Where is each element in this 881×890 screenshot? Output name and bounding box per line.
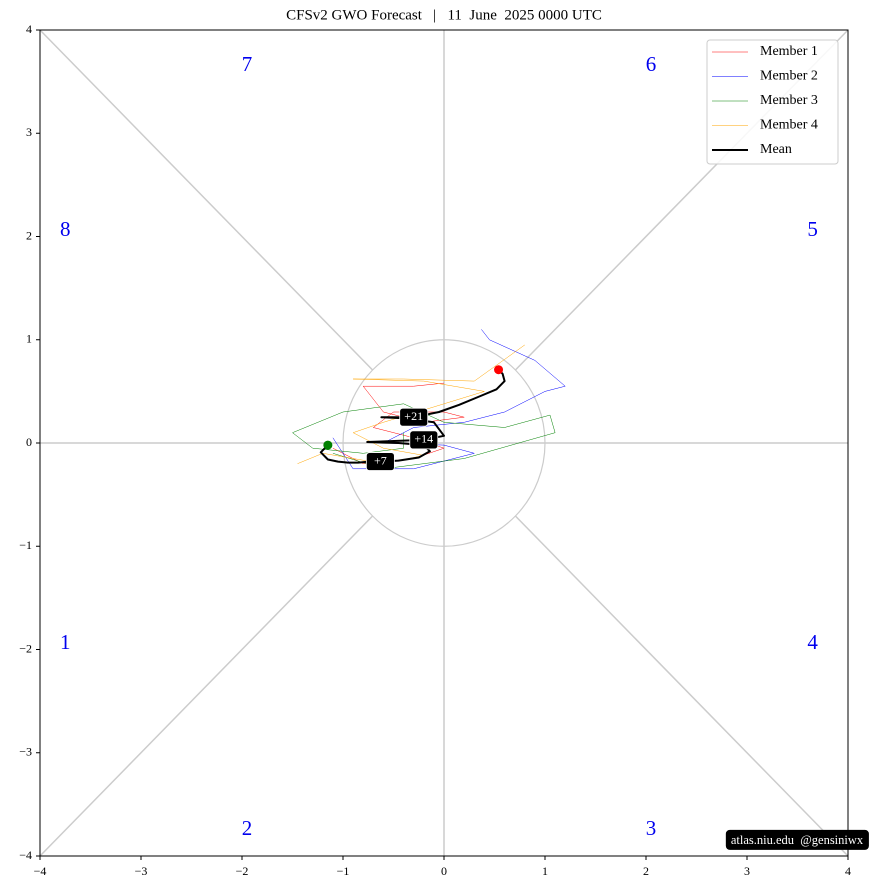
y-tick-label: −1 [19,538,32,552]
x-tick-label: −1 [337,864,350,878]
annotation: +7 [374,453,387,467]
legend-box [706,39,839,165]
legend-label: Member 3 [760,93,818,108]
series-line [332,329,566,470]
credit-box [725,829,869,850]
phase-label: 4 [807,630,818,654]
legend-label: Member 2 [760,69,818,84]
phase-label: 6 [646,52,657,76]
phase-divider [39,29,374,371]
unit-circle [342,339,546,547]
x-tick-label: 1 [542,864,548,878]
start-point [323,440,333,450]
chart-title: CFSv2 GWO Forecast | 11 June 2025 0000 U… [286,7,602,23]
plot-frame [39,29,849,857]
y-tick-label: 2 [26,228,32,242]
annotation-box [399,407,429,427]
y-tick-label: −4 [19,848,32,862]
annotation-box [365,452,395,471]
y-tick-label: 1 [26,332,32,346]
phase-label: 8 [60,217,71,241]
y-tick-label: 4 [26,22,32,36]
phase-divider [514,515,849,857]
phase-label: 7 [242,52,253,76]
phase-divider [39,515,374,857]
y-tick-label: −2 [19,641,32,655]
x-tick-label: −3 [135,864,148,878]
phase-label: 5 [807,217,818,241]
phase-label: 1 [60,630,71,654]
x-tick-label: 2 [643,864,649,878]
x-tick-label: −2 [236,864,249,878]
y-tick-label: 3 [26,125,32,139]
annotation: +14 [414,432,433,446]
end-point [494,365,504,375]
legend-label: Member 4 [760,118,818,133]
legend-label: Member 1 [760,44,818,59]
phase-label: 3 [646,816,657,840]
annotation-box [409,430,439,450]
x-tick-label: 3 [744,864,750,878]
credit: atlas.niu.edu @gensiniwx [731,833,864,847]
phase-label: 2 [242,816,253,840]
y-tick-label: −3 [19,745,32,759]
x-tick-label: −4 [34,864,47,878]
x-tick-label: 0 [441,864,447,878]
legend-label: Mean [760,142,792,157]
x-tick-label: 4 [845,864,851,878]
y-tick-label: 0 [26,435,32,449]
annotation: +21 [404,409,423,423]
